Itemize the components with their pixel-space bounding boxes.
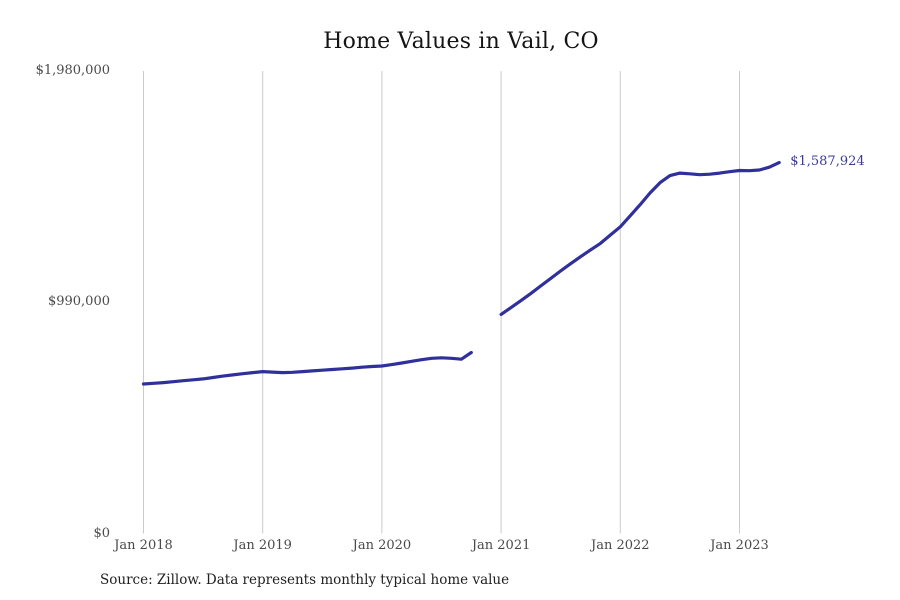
latest-value-label: $1,587,924 [790, 153, 865, 169]
y-axis-tick-label: $0 [93, 525, 110, 541]
x-axis-tick-label: Jan 2018 [114, 538, 173, 553]
source-note: Source: Zillow. Data represents monthly … [100, 572, 510, 588]
x-axis-tick-label: Jan 2022 [591, 538, 650, 553]
x-axis-tick-label: Jan 2021 [471, 538, 531, 553]
chart-title: Home Values in Vail, CO [323, 29, 599, 54]
y-axis-tick-label: $990,000 [47, 294, 110, 310]
y-axis-tick-label: $1,980,000 [35, 63, 110, 78]
home-value-line [141, 161, 781, 386]
x-axis-tick-label: Jan 2020 [352, 538, 412, 553]
x-axis-tick-label: Jan 2023 [710, 538, 769, 553]
x-axis-tick-label: Jan 2019 [233, 538, 292, 553]
